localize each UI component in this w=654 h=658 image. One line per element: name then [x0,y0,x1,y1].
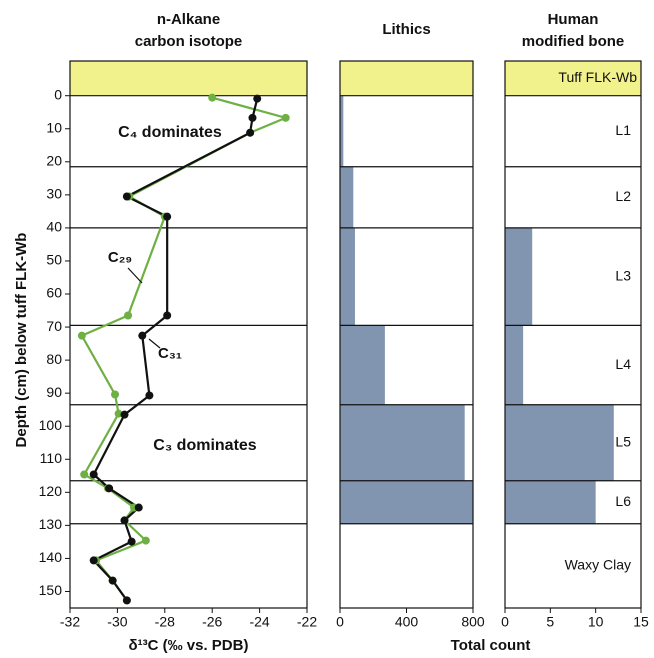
panel-frame [504,60,642,609]
x-axis-title: Total count [451,637,531,654]
x-tick-label: 800 [461,614,485,630]
point [122,596,131,605]
point [89,556,98,565]
point [122,192,131,201]
point [141,536,150,545]
bar [505,325,524,405]
point [163,212,172,221]
x-axis-title: δ¹³C (‰ vs. PDB) [129,637,249,654]
y-tick-label: 90 [46,384,62,400]
x-tick-label: 15 [633,614,649,630]
y-tick-label: 0 [54,86,62,102]
bar [340,227,355,326]
layer-label: L6 [615,493,631,509]
point [124,311,133,320]
point [105,484,114,493]
point [246,128,255,137]
y-tick-label: 60 [46,285,62,301]
point [248,113,257,122]
tuff-band [505,61,641,96]
panel-title: modified bone [522,33,625,50]
y-tick-label: 140 [39,549,63,565]
x-tick-label: -32 [60,614,80,630]
point [163,311,172,320]
series-line [80,96,290,602]
point [127,537,136,546]
layer-label: L1 [615,122,631,138]
panel-frame [69,60,308,609]
x-tick-label: -22 [297,614,317,630]
x-tick-label: -26 [202,614,222,630]
y-tick-label: 30 [46,186,62,202]
point [138,331,147,340]
point [108,576,117,585]
layer-label: L3 [615,267,631,283]
x-tick-label: -24 [249,614,269,630]
panel-title: n-Alkane [157,11,220,28]
layer-label: L4 [615,356,631,372]
bar [505,227,533,326]
point [145,391,154,400]
bar [340,95,344,167]
y-tick-label: 120 [39,483,63,499]
band-label: Tuff FLK-Wb [558,69,637,85]
point [89,470,98,479]
y-tick-label: 130 [39,516,63,532]
leader-line [127,267,143,284]
x-tick-label: 400 [395,614,419,630]
bar [340,166,354,228]
y-tick-label: 50 [46,252,62,268]
panel-title: Human [548,11,599,28]
point [120,410,129,419]
x-tick-label: -30 [107,614,127,630]
y-tick-label: 80 [46,351,62,367]
x-tick-label: 0 [501,614,509,630]
tuff-band [70,61,307,96]
point [253,94,262,103]
layer-label: L2 [615,188,631,204]
series-label: C₃₁ [158,345,182,362]
x-tick-label: -28 [155,614,175,630]
y-tick-label: 150 [39,582,63,598]
point [114,409,123,418]
x-tick-label: 5 [546,614,554,630]
layer-label: Waxy Clay [565,557,631,573]
tuff-band [340,61,473,96]
y-tick-label: 110 [40,450,63,466]
point [111,390,120,399]
bar [340,480,473,524]
point [80,470,89,479]
layer-label: L5 [615,433,631,449]
x-tick-label: 0 [336,614,344,630]
y-tick-label: 100 [39,417,63,433]
point [208,93,217,102]
y-tick-label: 40 [46,219,62,235]
point [77,331,86,340]
y-tick-label: 20 [46,153,62,169]
point [134,503,143,512]
series-label: C₂₉ [108,249,132,266]
bar [340,404,465,481]
panel-title: carbon isotope [135,33,243,50]
point [120,516,129,525]
annotation: C₄ dominates [118,124,222,141]
leader-line [148,338,161,349]
y-axis-title: Depth (cm) below tuff FLK-Wb [13,233,30,448]
x-tick-label: 10 [588,614,604,630]
y-tick-label: 10 [46,119,62,135]
point [281,113,290,122]
bar [505,480,596,524]
bar [505,404,614,481]
y-tick-label: 70 [46,318,62,334]
annotation: C₃ dominates [153,437,257,454]
bar [340,325,385,405]
panel-title: Lithics [382,21,430,38]
